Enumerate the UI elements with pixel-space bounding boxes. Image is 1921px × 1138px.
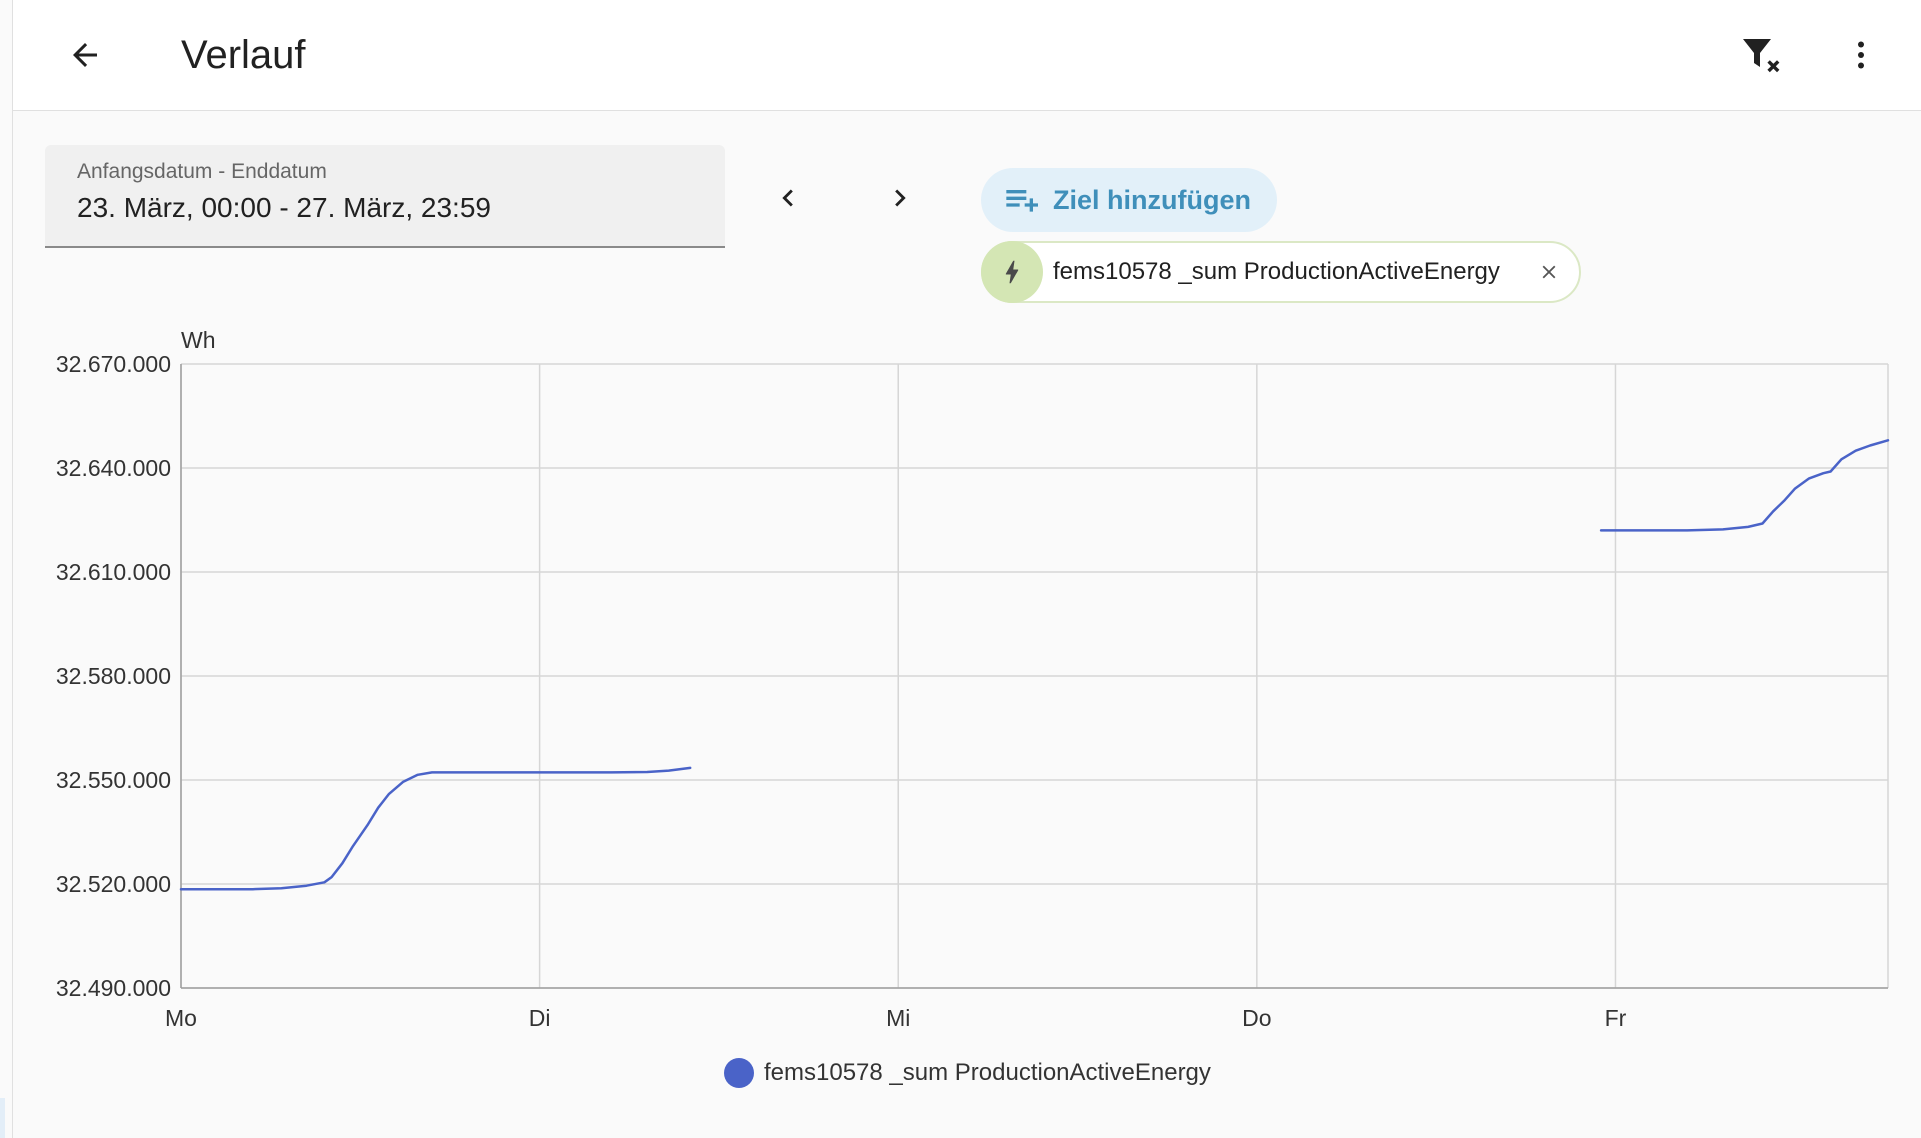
lightning-bolt-icon	[1005, 260, 1019, 284]
history-chart: 32.670.000 32.640.000 32.610.000 32.580.000…	[0, 320, 1921, 1040]
x-tick-label: Mi	[886, 1005, 910, 1031]
selected-target-chip[interactable]: fems10578 _sum ProductionActiveEnergy	[981, 241, 1581, 303]
chart-legend-item[interactable]: fems10578 _sum ProductionActiveEnergy	[724, 1058, 1211, 1088]
x-tick-label: Fr	[1605, 1005, 1627, 1031]
x-tick-label: Do	[1242, 1005, 1271, 1031]
chip-avatar	[981, 241, 1043, 303]
y-tick-label: 32.490.000	[56, 975, 171, 1001]
y-tick-label: 32.580.000	[56, 663, 171, 689]
playlist-plus-icon	[1006, 190, 1038, 212]
top-app-bar: Verlauf	[13, 0, 1921, 111]
sidebar-edge-highlight	[0, 1098, 5, 1138]
close-icon	[1542, 265, 1556, 279]
filter-remove-icon	[1743, 39, 1780, 73]
add-target-label: Ziel hinzufügen	[1053, 184, 1251, 215]
y-tick-label: 32.550.000	[56, 767, 171, 793]
dots-vertical-icon	[1858, 41, 1864, 69]
series-line-segment	[179, 766, 692, 891]
x-tick-label: Di	[529, 1005, 551, 1031]
x-tick-label: Mo	[165, 1005, 197, 1031]
previous-period-button[interactable]	[760, 170, 816, 226]
clear-filter-button[interactable]	[1733, 27, 1789, 83]
y-axis-unit-label: Wh	[181, 327, 216, 353]
sidebar-edge	[0, 0, 13, 1138]
remove-target-button[interactable]	[1531, 254, 1567, 290]
overflow-menu-button[interactable]	[1833, 27, 1889, 83]
next-period-button[interactable]	[872, 170, 928, 226]
add-target-button[interactable]: Ziel hinzufügen	[981, 168, 1277, 232]
selected-target-label: fems10578 _sum ProductionActiveEnergy	[1053, 258, 1500, 285]
page-title: Verlauf	[181, 33, 306, 77]
y-tick-label: 32.520.000	[56, 871, 171, 897]
chevron-left-icon	[782, 189, 793, 207]
back-button[interactable]	[57, 27, 113, 83]
legend-color-dot	[724, 1058, 754, 1088]
legend-label: fems10578 _sum ProductionActiveEnergy	[764, 1059, 1211, 1086]
date-range-label: Anfangsdatum - Enddatum	[77, 160, 327, 183]
y-tick-label: 32.640.000	[56, 455, 171, 481]
chevron-right-icon	[895, 189, 906, 207]
date-range-picker[interactable]: Anfangsdatum - Enddatum 23. März, 00:00 …	[45, 145, 725, 248]
y-tick-label: 32.670.000	[56, 351, 171, 377]
chart-canvas: 32.670.000 32.640.000 32.610.000 32.580.000…	[56, 327, 1890, 1031]
arrow-left-icon	[73, 43, 97, 67]
date-range-value: 23. März, 00:00 - 27. März, 23:59	[77, 192, 491, 223]
series-line-segment	[1599, 439, 1890, 532]
y-tick-label: 32.610.000	[56, 559, 171, 585]
